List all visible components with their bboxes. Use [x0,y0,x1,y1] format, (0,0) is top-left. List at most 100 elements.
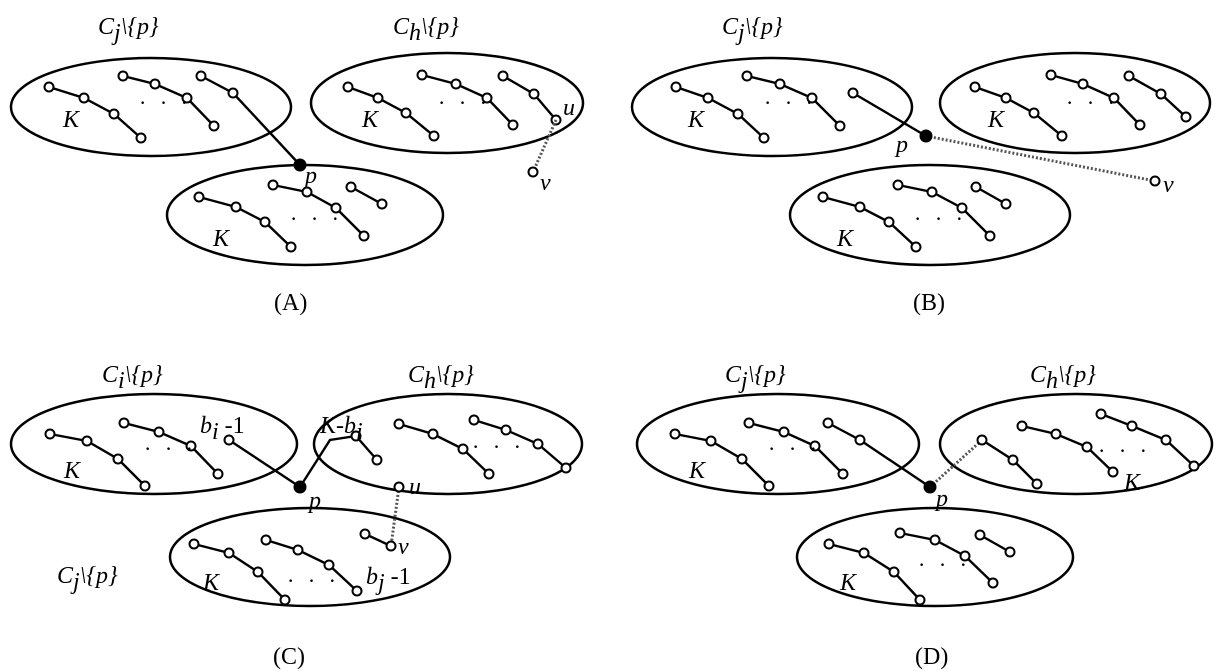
path [421,73,514,126]
caption: (C) [273,644,305,670]
cluster-i [9,392,299,496]
vertex-group [350,430,383,466]
ellipsis: · · · [918,552,971,577]
path-k [674,432,770,487]
path-k [347,85,435,137]
path [1100,412,1195,467]
vertex-p [923,480,937,494]
path [746,74,841,127]
label-k: K [202,570,221,596]
path-k [828,542,921,601]
cluster-j [635,392,921,496]
label-p: p [934,486,948,512]
edge-p [928,438,984,489]
ellipsis: · · · [1066,90,1119,115]
vertex-p [919,129,933,143]
cluster-bottom [788,163,1072,267]
ellipsis: · · · [768,436,821,461]
vertex-group [342,69,562,142]
ellipsis: · · · [438,90,491,115]
ellipsis: · · · [472,434,525,459]
cluster-h [309,51,585,155]
label-bi: bi -1 [200,413,245,445]
label-ch: Ch\{p} [393,14,459,46]
label-ch: Ch\{p} [408,362,474,394]
panel-c: Ci\{p} Ch\{p} Cj\{p} bi -1 K-bi bj -1 K … [9,362,584,670]
caption: (D) [915,644,948,670]
ellipsis: · · · [144,436,197,461]
path-k [48,85,142,139]
vertex-group [817,179,1012,253]
path-k [49,432,146,487]
cluster-h [938,392,1214,496]
label-k: K [987,107,1006,133]
edge-pv [925,134,1156,183]
path [899,531,994,584]
vertex-group [669,417,866,492]
vertex-group [193,179,388,253]
label-v: v [398,534,409,560]
label-ci: Ci\{p} [102,362,163,394]
vertex-p [293,158,307,172]
ellipsis: · · · [139,90,192,115]
cluster-h [938,51,1212,155]
label-cj: Cj\{p} [98,14,159,46]
vertex-group [393,414,572,480]
path [350,185,383,206]
cluster-h [312,392,584,496]
vertex-group [823,527,1016,606]
label-p: p [303,163,317,189]
path [122,74,215,127]
label-v: v [540,170,551,196]
cluster-j [9,56,293,158]
vertex-group [670,70,859,144]
label-k: K [839,570,858,596]
path [272,183,365,237]
vertex-group [976,408,1200,490]
path-to-p [852,91,927,138]
label-k: K [63,458,82,484]
caption: (B) [913,290,945,316]
label-k: K [687,107,706,133]
path-k [974,85,1063,137]
label-k-bi: K-bi [319,413,363,445]
ellipsis: · · · [914,206,967,231]
path [473,418,567,469]
cluster-bottom [795,506,1075,608]
label-cj: Cj\{p} [725,362,786,394]
path-from-p [298,434,378,488]
caption: (A) [274,290,307,316]
edge-uv [531,119,558,173]
path [123,421,219,475]
cluster-j [168,506,452,608]
path [398,422,490,475]
vertex-v [1149,175,1161,187]
path [748,421,844,475]
cluster-j [630,56,914,158]
label-u: u [409,474,421,500]
vertex-group [44,417,235,492]
label-k: K [688,458,707,484]
label-u: u [563,95,575,121]
path-to-p [228,438,301,489]
label-v: v [1163,172,1174,198]
label-cj: Cj\{p} [57,563,118,595]
path-k [675,85,765,139]
label-ch: Ch\{p} [1030,362,1096,394]
path-k [1021,424,1114,473]
label-p: p [307,488,321,514]
label-k: K [361,107,380,133]
ellipsis: · · · [290,206,343,231]
path [265,538,358,592]
vertex-group [188,528,397,606]
label-cj: Cj\{p} [722,14,783,46]
path [979,533,1011,554]
label-p: p [894,132,908,158]
ellipsis: · · · [764,90,817,115]
vertex-u [393,481,405,493]
edge-uv [389,486,401,547]
panel-a: Cj\{p} Ch\{p} K K K · · · · · · · · · p … [9,14,585,316]
vertex-group [969,69,1192,142]
label-k: K [62,107,81,133]
label-bj: bj -1 [366,564,411,596]
